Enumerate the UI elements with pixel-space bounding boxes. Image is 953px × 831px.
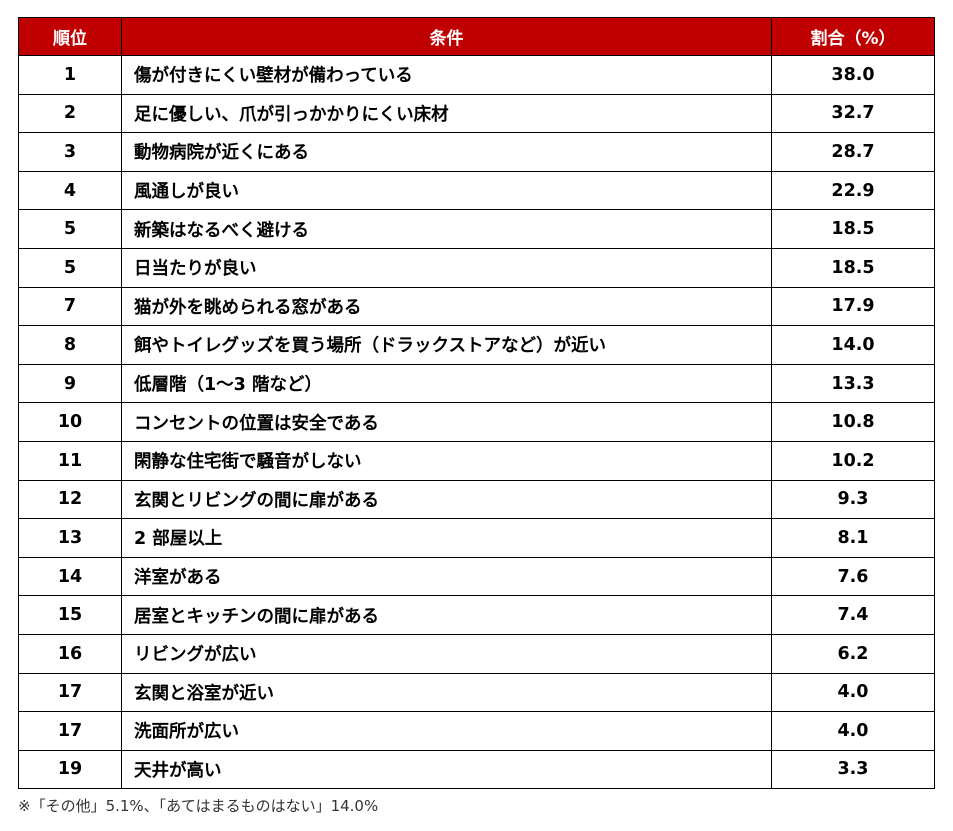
table-row: 9 低層階（1～3 階など） 13.3	[18, 363, 935, 404]
percent-cell: 10.2	[771, 440, 935, 481]
condition-cell: 餌やトイレグッズを買う場所（ドラックストアなど）が近い	[121, 325, 772, 365]
rank-cell: 17	[18, 672, 122, 713]
percent-cell: 9.3	[771, 479, 935, 520]
table-row: 5 新築はなるべく避ける 18.5	[18, 209, 935, 249]
percent-cell: 32.7	[771, 93, 935, 134]
condition-cell: 日当たりが良い	[121, 247, 772, 288]
percent-cell: 6.2	[771, 633, 935, 674]
rank-cell: 2	[18, 93, 122, 134]
rank-cell: 5	[18, 247, 122, 288]
rank-cell: 11	[18, 440, 122, 481]
table-header-row: 順位 条件 割合（%）	[18, 17, 935, 56]
rank-cell: 15	[18, 595, 122, 635]
percent-cell: 3.3	[771, 749, 935, 790]
percent-cell: 17.9	[771, 286, 935, 327]
table-row: 8 餌やトイレグッズを買う場所（ドラックストアなど）が近い 14.0	[18, 325, 935, 365]
table-row: 11 閑静な住宅街で騒音がしない 10.2	[18, 440, 935, 481]
table-row: 10 コンセントの位置は安全である 10.8	[18, 402, 935, 442]
table-row: 17 洗面所が広い 4.0	[18, 711, 935, 751]
condition-cell: 足に優しい、爪が引っかかりにくい床材	[121, 93, 772, 134]
percent-cell: 38.0	[771, 55, 935, 95]
condition-cell: 動物病院が近くにある	[121, 132, 772, 172]
rank-cell: 5	[18, 209, 122, 249]
percent-cell: 8.1	[771, 518, 935, 558]
table-row: 15 居室とキッチンの間に扉がある 7.4	[18, 595, 935, 635]
condition-cell: 新築はなるべく避ける	[121, 209, 772, 249]
condition-cell: 玄関と浴室が近い	[121, 672, 772, 713]
percent-cell: 10.8	[771, 402, 935, 442]
condition-cell: 洗面所が広い	[121, 711, 772, 751]
table-row: 17 玄関と浴室が近い 4.0	[18, 672, 935, 713]
rank-cell: 7	[18, 286, 122, 327]
condition-cell: 2 部屋以上	[121, 518, 772, 558]
table-body: 1 傷が付きにくい壁材が備わっている 38.0 2 足に優しい、爪が引っかかりに…	[18, 55, 935, 790]
rank-cell: 14	[18, 556, 122, 597]
rank-cell: 3	[18, 132, 122, 172]
table-row: 19 天井が高い 3.3	[18, 749, 935, 790]
condition-cell: 玄関とリビングの間に扉がある	[121, 479, 772, 520]
rank-cell: 4	[18, 170, 122, 211]
rank-cell: 13	[18, 518, 122, 558]
condition-cell: 洋室がある	[121, 556, 772, 597]
condition-cell: 傷が付きにくい壁材が備わっている	[121, 55, 772, 95]
table-row: 5 日当たりが良い 18.5	[18, 247, 935, 288]
header-condition: 条件	[121, 17, 772, 56]
condition-cell: 風通しが良い	[121, 170, 772, 211]
condition-cell: 閑静な住宅街で騒音がしない	[121, 440, 772, 481]
header-rank: 順位	[18, 17, 122, 56]
rank-cell: 10	[18, 402, 122, 442]
percent-cell: 7.4	[771, 595, 935, 635]
percent-cell: 4.0	[771, 672, 935, 713]
percent-cell: 22.9	[771, 170, 935, 211]
percent-cell: 28.7	[771, 132, 935, 172]
rank-cell: 19	[18, 749, 122, 790]
footnote: ※「その他」5.1%、「あてはまるものはない」14.0%	[18, 797, 379, 815]
percent-cell: 4.0	[771, 711, 935, 751]
table-row: 7 猫が外を眺められる窓がある 17.9	[18, 286, 935, 327]
condition-cell: 居室とキッチンの間に扉がある	[121, 595, 772, 635]
condition-cell: 天井が高い	[121, 749, 772, 790]
table-row: 4 風通しが良い 22.9	[18, 170, 935, 211]
condition-cell: コンセントの位置は安全である	[121, 402, 772, 442]
table-row: 3 動物病院が近くにある 28.7	[18, 132, 935, 172]
header-percent: 割合（%）	[771, 17, 935, 56]
table-row: 1 傷が付きにくい壁材が備わっている 38.0	[18, 55, 935, 95]
rank-cell: 1	[18, 55, 122, 95]
table-row: 2 足に優しい、爪が引っかかりにくい床材 32.7	[18, 93, 935, 134]
rank-cell: 9	[18, 363, 122, 404]
rank-cell: 16	[18, 633, 122, 674]
ranking-table-container: 順位 条件 割合（%） 1 傷が付きにくい壁材が備わっている 38.0 2 足に…	[18, 17, 935, 790]
percent-cell: 18.5	[771, 209, 935, 249]
percent-cell: 14.0	[771, 325, 935, 365]
percent-cell: 13.3	[771, 363, 935, 404]
condition-cell: 低層階（1～3 階など）	[121, 363, 772, 404]
table-row: 12 玄関とリビングの間に扉がある 9.3	[18, 479, 935, 520]
table-row: 16 リビングが広い 6.2	[18, 633, 935, 674]
rank-cell: 17	[18, 711, 122, 751]
percent-cell: 7.6	[771, 556, 935, 597]
table-row: 13 2 部屋以上 8.1	[18, 518, 935, 558]
condition-cell: 猫が外を眺められる窓がある	[121, 286, 772, 327]
rank-cell: 8	[18, 325, 122, 365]
condition-cell: リビングが広い	[121, 633, 772, 674]
table-row: 14 洋室がある 7.6	[18, 556, 935, 597]
percent-cell: 18.5	[771, 247, 935, 288]
rank-cell: 12	[18, 479, 122, 520]
ranking-table: 順位 条件 割合（%） 1 傷が付きにくい壁材が備わっている 38.0 2 足に…	[18, 17, 935, 790]
